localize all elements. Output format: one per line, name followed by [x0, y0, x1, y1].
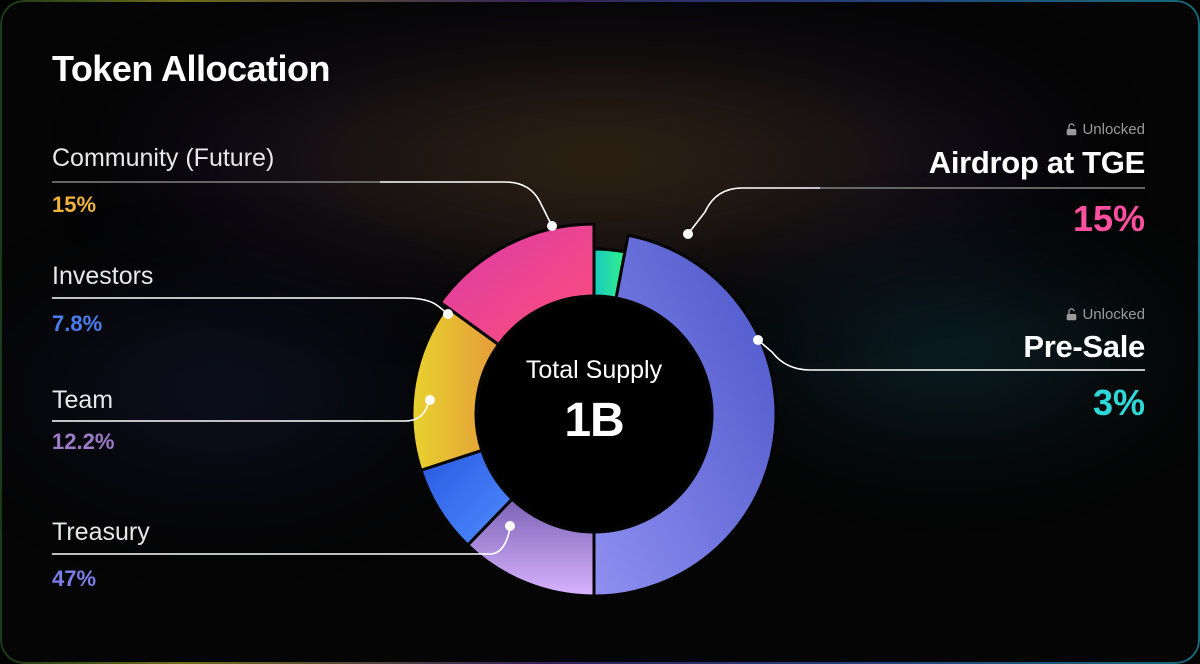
community-slice — [410, 304, 501, 473]
community-label: Community (Future) — [52, 144, 275, 172]
donut-hole — [478, 298, 710, 530]
unlock-icon — [1067, 308, 1077, 321]
team-value: 12.2% — [52, 429, 115, 454]
investors-connector-dot — [443, 309, 453, 319]
team-connector-dot — [425, 395, 435, 405]
treasury-value: 47% — [52, 566, 97, 591]
presale-connector-dot — [753, 335, 763, 345]
unlock-icon — [1067, 123, 1077, 136]
community-connector — [52, 181, 553, 227]
label-connectors — [52, 181, 1145, 555]
treasury-connector-dot — [505, 521, 515, 531]
investors-label: Investors — [52, 262, 154, 290]
treasury-connector — [52, 527, 511, 555]
airdrop-connector-dot — [683, 229, 693, 239]
airdrop-unlocked-badge: Unlocked — [1066, 121, 1145, 138]
treasury-label: Treasury — [52, 518, 150, 546]
presale-value: 3% — [1092, 382, 1145, 423]
community-value: 15% — [52, 192, 97, 217]
investors-value: 7.8% — [52, 311, 103, 336]
airdrop-slice — [438, 222, 596, 347]
presale-unlocked-text: Unlocked — [1082, 306, 1145, 323]
airdrop-connector — [687, 187, 1145, 235]
page-title: Token Allocation — [52, 48, 331, 89]
total-supply-label: Total Supply — [525, 356, 663, 384]
airdrop-unlocked-text: Unlocked — [1082, 121, 1145, 138]
community-connector-dot — [547, 221, 557, 231]
airdrop-value: 15% — [1072, 198, 1145, 239]
presale-connector — [757, 339, 1145, 371]
presale-label: Pre-Sale — [1023, 329, 1145, 364]
donut-slices — [410, 222, 778, 598]
team-label: Team — [52, 386, 114, 414]
treasury-slice — [592, 233, 778, 598]
label-underlines — [52, 181, 1145, 189]
airdrop-label: Airdrop at TGE — [928, 145, 1146, 180]
investors-connector — [52, 297, 449, 315]
presale-unlocked-badge: Unlocked — [1066, 306, 1145, 323]
total-supply-value: 1B — [564, 394, 624, 447]
